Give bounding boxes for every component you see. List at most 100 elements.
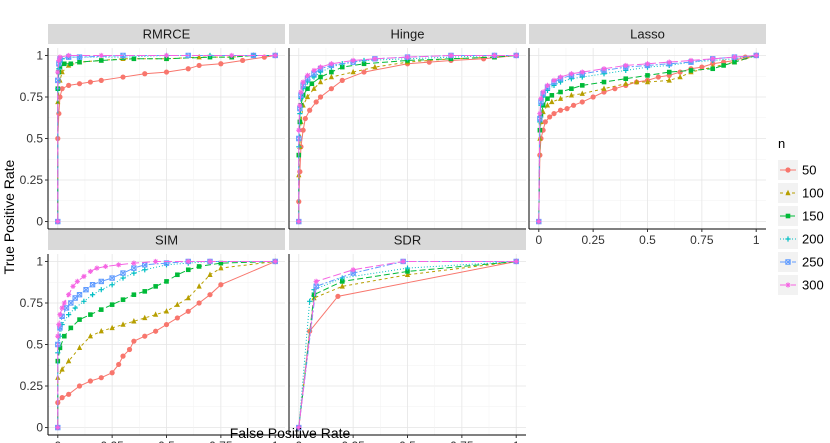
data-point-sim-300 bbox=[56, 321, 62, 328]
data-point-lasso-300 bbox=[666, 59, 672, 65]
data-point-rmrce-50 bbox=[57, 94, 63, 100]
data-point-rmrce-50 bbox=[98, 77, 104, 83]
data-point-lasso-50 bbox=[542, 119, 548, 125]
data-point-lasso-100 bbox=[634, 78, 640, 85]
data-point-lasso-50 bbox=[570, 102, 577, 108]
y-tick-label: 0.75 bbox=[20, 296, 44, 310]
data-point-rmrce-300 bbox=[272, 52, 278, 59]
series-line-hinge-300 bbox=[298, 54, 517, 222]
x-tick-label: 0 bbox=[54, 439, 61, 443]
data-point-hinge-300 bbox=[513, 52, 519, 59]
data-point-sdr-300 bbox=[400, 258, 406, 265]
data-point-hinge-50 bbox=[307, 107, 313, 113]
series-line-lasso-300 bbox=[538, 54, 757, 222]
data-point-sim-300 bbox=[81, 273, 87, 280]
data-point-sim-50 bbox=[207, 292, 213, 298]
data-point-hinge-300 bbox=[448, 52, 454, 59]
data-point-rmrce-50 bbox=[196, 62, 202, 69]
data-point-rmrce-300 bbox=[163, 52, 170, 59]
data-point-sim-150 bbox=[77, 317, 82, 322]
data-point-sim-50 bbox=[174, 315, 180, 321]
data-point-lasso-150 bbox=[549, 93, 555, 98]
data-point-rmrce-300 bbox=[55, 218, 61, 225]
data-point-lasso-300 bbox=[551, 77, 557, 83]
data-point-hinge-50 bbox=[328, 86, 334, 92]
data-point-sim-100 bbox=[59, 366, 65, 372]
series-layer-hinge bbox=[296, 52, 519, 225]
legend-entry-50: 50 bbox=[778, 160, 816, 180]
strip-hinge bbox=[289, 24, 526, 44]
data-point-lasso-100 bbox=[557, 95, 564, 101]
y-tick-label: 0.5 bbox=[26, 338, 43, 352]
data-point-sim-300 bbox=[59, 305, 65, 311]
data-point-sdr-200 bbox=[339, 275, 345, 281]
data-point-sim-300 bbox=[55, 333, 61, 339]
series-line-lasso-250 bbox=[538, 54, 757, 222]
legend-entry-250: 250 bbox=[778, 252, 824, 272]
legend-title: n bbox=[778, 136, 785, 151]
legend-entry-100: 100 bbox=[778, 183, 824, 203]
data-point-sim-150 bbox=[109, 302, 115, 307]
data-point-lasso-50 bbox=[579, 99, 585, 105]
data-point-sim-100 bbox=[120, 321, 126, 327]
data-point-sim-300 bbox=[87, 268, 93, 275]
data-point-lasso-200 bbox=[551, 82, 557, 88]
data-point-sim-50 bbox=[185, 308, 191, 314]
strip-lasso bbox=[529, 24, 766, 44]
data-point-sim-250 bbox=[98, 278, 104, 285]
data-point-sim-100 bbox=[142, 314, 148, 321]
legend: n 50 100 150 200 250 300 bbox=[778, 136, 824, 295]
data-point-sim-100 bbox=[207, 271, 213, 277]
data-point-sim-100 bbox=[76, 344, 83, 351]
data-point-sim-100 bbox=[98, 328, 104, 334]
data-point-sim-300 bbox=[66, 292, 72, 298]
x-tick-label: 0 bbox=[535, 233, 542, 247]
data-point-hinge-100 bbox=[317, 78, 324, 85]
data-point-lasso-300 bbox=[568, 71, 574, 77]
data-point-sdr-100 bbox=[339, 283, 345, 289]
data-point-rmrce-300 bbox=[56, 57, 62, 64]
data-point-lasso-150 bbox=[545, 96, 550, 101]
data-point-lasso-150 bbox=[569, 86, 574, 91]
strip-label-sim: SIM bbox=[155, 233, 178, 248]
data-point-sim-250 bbox=[76, 291, 83, 298]
data-point-lasso-150 bbox=[688, 68, 694, 73]
data-point-sim-100 bbox=[131, 318, 137, 324]
legend-label: 250 bbox=[802, 255, 824, 270]
data-point-hinge-300 bbox=[297, 102, 303, 108]
x-tick-label: 1 bbox=[753, 233, 760, 247]
data-point-lasso-300 bbox=[731, 54, 738, 60]
x-axis-title: False Positive Rate bbox=[230, 425, 351, 441]
series-layer-sim bbox=[55, 258, 278, 431]
data-point-hinge-50 bbox=[313, 99, 319, 105]
panels-layer: RMRCE Hinge Lasso SIM SDR bbox=[47, 24, 766, 436]
data-point-rmrce-150 bbox=[68, 61, 74, 67]
data-point-rmrce-50 bbox=[185, 66, 191, 72]
series-lasso-300 bbox=[536, 52, 759, 225]
y-axis-title: True Positive Rate bbox=[1, 159, 17, 274]
data-point-sim-100 bbox=[174, 301, 180, 307]
data-point-rmrce-50 bbox=[120, 74, 126, 80]
panel-sdr: SDR bbox=[288, 230, 526, 436]
data-point-hinge-300 bbox=[296, 218, 302, 225]
data-point-rmrce-50 bbox=[76, 81, 83, 87]
data-point-lasso-300 bbox=[537, 110, 543, 117]
series-sdr-300 bbox=[296, 258, 519, 431]
data-point-lasso-300 bbox=[688, 57, 694, 64]
data-point-rmrce-150 bbox=[62, 61, 67, 67]
data-point-sim-100 bbox=[163, 308, 170, 314]
data-point-sim-50 bbox=[131, 338, 137, 344]
data-point-sim-200 bbox=[81, 298, 87, 304]
data-point-sim-100 bbox=[153, 311, 159, 317]
series-layer-rmrce bbox=[55, 52, 278, 225]
data-point-lasso-150 bbox=[645, 73, 650, 78]
data-point-hinge-100 bbox=[311, 85, 317, 91]
data-point-lasso-150 bbox=[732, 59, 737, 65]
data-point-sim-250 bbox=[109, 275, 115, 281]
strip-rmrce bbox=[48, 24, 285, 44]
y-tick-label: 1 bbox=[36, 48, 43, 62]
data-point-sdr-300 bbox=[350, 267, 356, 273]
data-point-sdr-50 bbox=[335, 293, 341, 299]
data-point-lasso-300 bbox=[557, 74, 564, 80]
data-point-rmrce-300 bbox=[229, 52, 235, 59]
